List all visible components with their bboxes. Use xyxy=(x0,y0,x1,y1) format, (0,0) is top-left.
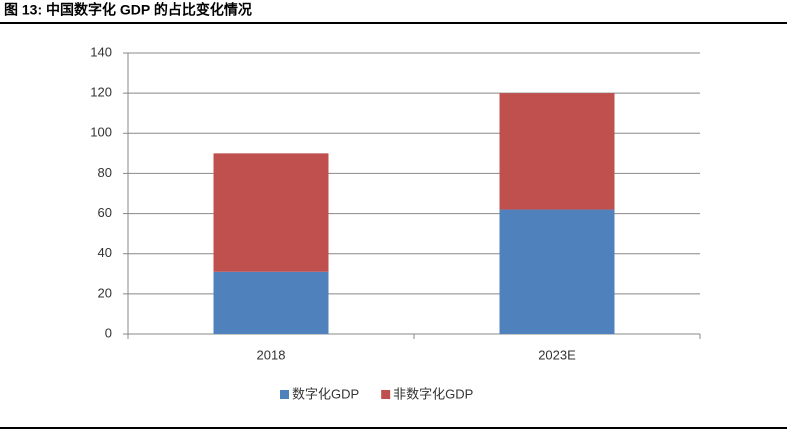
legend-label: 非数字化GDP xyxy=(393,386,473,401)
y-tick-label: 80 xyxy=(98,165,112,180)
bar-segment xyxy=(499,93,615,210)
y-tick-label: 20 xyxy=(98,285,112,300)
legend-label: 数字化GDP xyxy=(292,386,359,401)
title-rule xyxy=(0,22,787,24)
y-tick-label: 140 xyxy=(90,44,112,59)
bottom-rule xyxy=(0,427,787,429)
bar-segment xyxy=(213,271,329,334)
chart-title: 图 13: 中国数字化 GDP 的占比变化情况 xyxy=(4,2,252,18)
y-tick-label: 60 xyxy=(98,205,112,220)
y-tick-label: 40 xyxy=(98,245,112,260)
legend-swatch xyxy=(381,390,391,399)
bar-segment xyxy=(213,153,329,272)
y-tick-label: 120 xyxy=(90,85,112,100)
legend-swatch xyxy=(280,390,289,399)
x-tick-label: 2018 xyxy=(257,347,286,362)
y-tick-label: 100 xyxy=(90,125,112,140)
x-tick-label: 2023E xyxy=(538,347,576,362)
bar-segment xyxy=(499,209,615,334)
y-tick-label: 0 xyxy=(105,325,112,340)
